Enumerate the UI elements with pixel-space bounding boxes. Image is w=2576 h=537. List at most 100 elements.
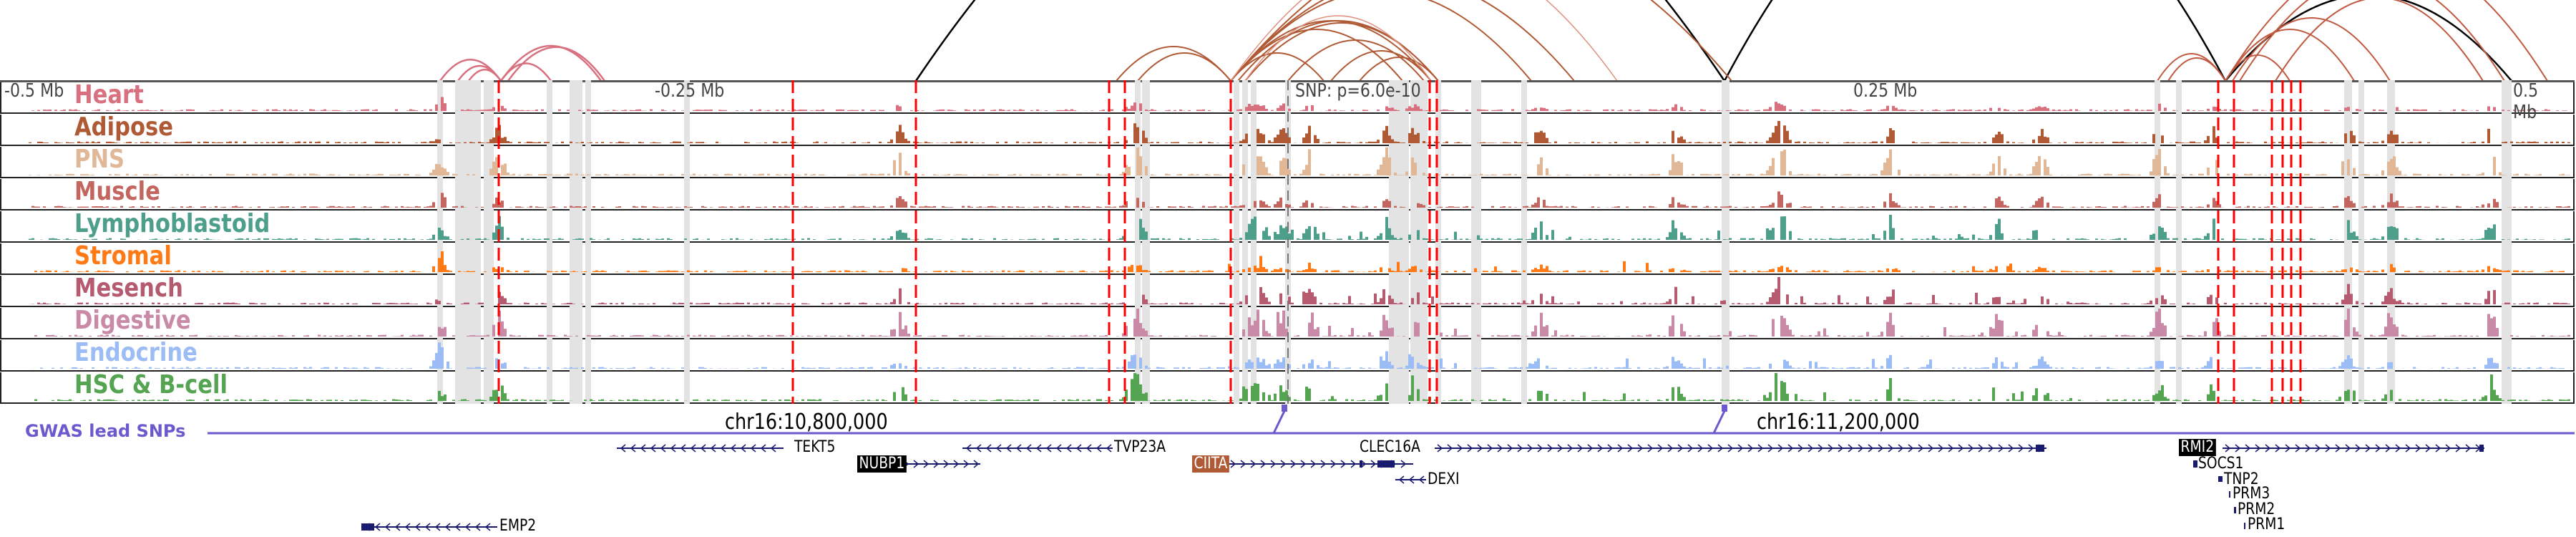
interaction-arc [1244,15,1432,82]
chrom-label-2: chr16:11,200,000 [1757,410,1920,435]
signal-bars [31,342,2565,369]
highlight-band [1471,80,1481,404]
strand-arrows [1398,475,1425,484]
highlight-band [577,80,582,404]
gene-prm3[interactable]: PRM3 [2233,485,2270,503]
strand-arrows [1437,444,2044,453]
exon [361,523,374,531]
highlight-band [547,80,552,404]
highlight-band [2344,80,2352,404]
track-label: Stromal [74,241,172,271]
interaction-arc [467,69,502,82]
track-label: Digestive [74,306,191,335]
highlight-band [437,80,443,404]
gwas-snp-marker [1722,405,1727,412]
highlight-band [1403,80,1409,404]
exon [2218,476,2223,482]
interaction-arc [1230,0,1575,82]
exon [2229,491,2230,498]
highlight-band [1234,80,1239,404]
interaction-arc [1230,0,1618,82]
highlight-band [585,80,591,404]
gene-socs1[interactable]: SOCS1 [2198,455,2244,473]
gene-rmi2[interactable]: RMI2 [2179,439,2216,456]
highlight-band [1242,80,1248,404]
signal-bars [31,97,2567,111]
track-label: PNS [74,145,125,174]
signal-bars [29,277,2570,304]
gene-clec16a[interactable]: CLEC16A [1360,438,1420,456]
exon [2036,445,2044,452]
interaction-arc [2239,0,2505,82]
interaction-arc [1359,57,1439,82]
interaction-arc [1137,52,1231,82]
highlight-band [2358,80,2364,404]
highlight-band [2155,80,2160,404]
highlight-band [471,80,481,404]
gene-emp2[interactable]: EMP2 [499,517,537,535]
highlight-band [1251,80,1257,404]
gene-tekt5[interactable]: TEKT5 [794,438,836,456]
interaction-arcs [439,0,2548,82]
highlight-band [1521,80,1527,404]
exon [1360,460,1362,468]
axis-label-left: -0.5 Mb [4,80,64,102]
highlight-band [1135,80,1141,404]
gene-dexi[interactable]: DEXI [1428,470,1460,488]
axis-label-left-mid: -0.25 Mb [655,80,725,102]
highlight-band [1418,80,1428,404]
highlight-band [1435,80,1441,404]
strand-arrows [620,444,776,453]
interaction-arc [499,44,602,82]
interaction-arc [2225,0,2548,82]
interaction-arc [1287,39,1425,82]
interaction-arc [2275,0,2484,82]
exon [2234,507,2236,513]
strand-arrows [965,444,1112,453]
track-label: Endocrine [74,338,197,367]
highlight-band [1410,80,1418,404]
gwas-lead-snps-label: GWAS lead SNPs [25,421,186,441]
track-label: Lymphoblastoid [74,209,270,238]
gene-tnp2[interactable]: TNP2 [2224,470,2259,488]
track-label: Mesench [74,274,183,303]
interaction-arc [1230,0,1732,82]
chrom-label-1: chr16:10,800,000 [725,410,888,435]
exon [1377,460,1395,468]
interaction-arc [1230,0,1532,82]
highlight-band [2387,80,2395,404]
strand-arrows [2225,444,2482,453]
exon [2479,445,2484,452]
interaction-arc [2167,57,2226,82]
highlight-band [2502,80,2512,404]
highlight-band [684,80,690,404]
exon [2193,460,2197,468]
interaction-arc [507,46,606,82]
interaction-arc [2232,17,2391,82]
gene-nubp1[interactable]: NUBP1 [857,455,907,473]
gene-ciita[interactable]: CIITA [1192,455,1229,473]
gwas-line [208,405,2575,435]
interaction-arc [1330,50,1432,82]
highlight-band [455,80,463,404]
highlight-band [2176,80,2182,404]
highlight-band [462,80,472,404]
gene-tvp23a[interactable]: TVP23A [1114,438,1166,456]
highlight-band [484,80,494,404]
track-label: HSC & B-cell [74,370,228,400]
gene-prm1[interactable]: PRM1 [2248,516,2285,533]
exon [2244,523,2245,529]
highlight-band [1142,80,1150,404]
axis-label-right-mid: 0.25 Mb [1853,80,1918,102]
track-label: Heart [74,80,144,110]
track-label: Muscle [74,177,160,206]
track-label: Adipose [74,112,173,142]
interaction-arc [1244,22,1439,82]
gene-prm2[interactable]: PRM2 [2238,500,2275,518]
signal-tracks [29,80,2570,404]
interaction-arc [2225,29,2355,82]
axis-label-right: 0.5 Mb [2513,80,2539,123]
highlight-band [1722,80,1729,404]
gwas-snp-marker [1282,405,1287,412]
